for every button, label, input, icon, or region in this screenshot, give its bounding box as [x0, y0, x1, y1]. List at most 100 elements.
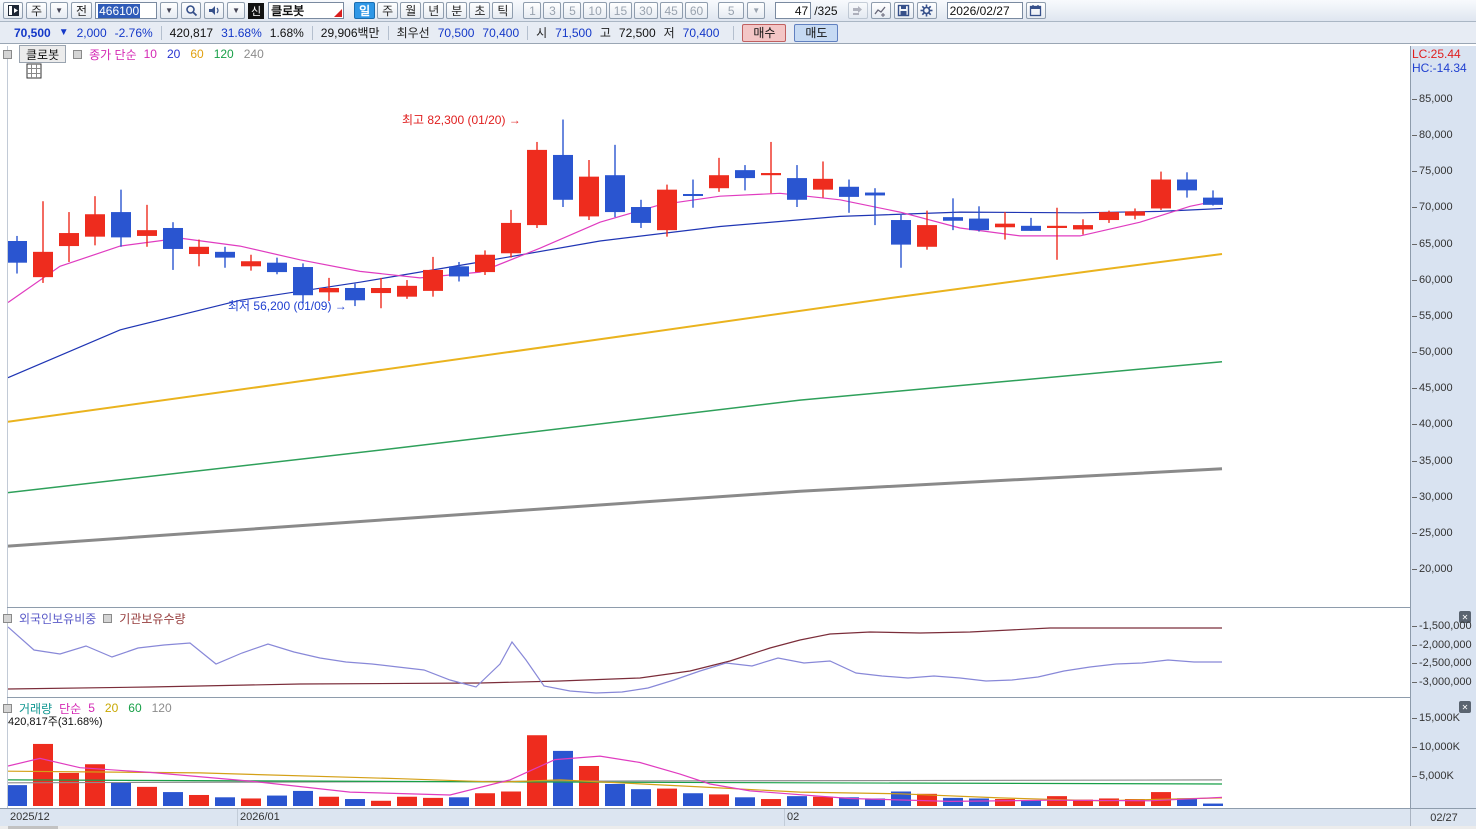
price-legend-title[interactable]: 종가 단순: [89, 47, 137, 62]
minute-button-5[interactable]: 5: [563, 2, 582, 19]
period-dropdown-icon[interactable]: ▼: [50, 2, 69, 19]
resize-corner-icon: [334, 9, 343, 17]
period-button-분[interactable]: 분: [446, 2, 468, 19]
settings-gear-icon[interactable]: [916, 2, 937, 19]
price-tick-65,000: 65,000: [1412, 238, 1453, 250]
panel-divider[interactable]: [7, 697, 1410, 698]
price-tick-80,000: 80,000: [1412, 129, 1453, 141]
minute-combo[interactable]: 5: [718, 2, 745, 19]
high-label: 고: [599, 26, 611, 40]
foreign-holdings-legend[interactable]: 외국인보유비중: [19, 611, 97, 626]
minute-button-60[interactable]: 60: [684, 2, 709, 19]
price-ma-120[interactable]: 120: [213, 47, 234, 61]
price-tick-35,000: 35,000: [1412, 455, 1453, 467]
stock-name-value: 클로봇: [271, 4, 305, 18]
stock-code-input[interactable]: 466100: [95, 2, 158, 19]
volume-axis-settings-icon[interactable]: ✕: [1459, 701, 1471, 713]
stock-name-field[interactable]: 클로봇: [268, 2, 345, 19]
stock-code-value: 466100: [98, 3, 141, 18]
trend-tool-icon[interactable]: [870, 2, 891, 19]
holdings-tick--1,500,000: -1,500,000: [1412, 620, 1472, 632]
period-button-주[interactable]: 주: [377, 2, 399, 19]
price-tick-25,000: 25,000: [1412, 527, 1453, 539]
chart-window-icon[interactable]: [3, 2, 23, 19]
institution-holdings-legend[interactable]: 기관보유수량: [119, 611, 186, 626]
period-button-초[interactable]: 초: [469, 2, 491, 19]
minute-button-30[interactable]: 30: [634, 2, 658, 19]
chart-scrollbar[interactable]: [0, 826, 1476, 829]
legend-marker-icon: [3, 613, 12, 623]
month-tick: [237, 809, 238, 826]
volume-ma-title: 단순: [59, 701, 82, 716]
best-ask: 70,500: [437, 25, 475, 40]
period-button-일[interactable]: 일: [354, 2, 376, 19]
price-tick-75,000: 75,000: [1412, 165, 1453, 177]
bar-count-input[interactable]: 47: [775, 2, 812, 19]
sell-button[interactable]: 매도: [794, 23, 839, 42]
panel-divider[interactable]: [7, 607, 1410, 608]
volume-ma-120[interactable]: 120: [151, 701, 172, 715]
volume-ma-60[interactable]: 60: [128, 701, 142, 715]
price-tick-20,000: 20,000: [1412, 563, 1453, 575]
date-axis[interactable]: 02/27 2025/12 2026/01 02: [0, 808, 1476, 826]
volume-chart-canvas[interactable]: [8, 699, 1410, 808]
price-ma-10[interactable]: 10: [143, 47, 157, 61]
period-button-월[interactable]: 월: [400, 2, 422, 19]
minute-button-3[interactable]: 3: [543, 2, 562, 19]
code-dropdown-icon[interactable]: ▼: [160, 2, 179, 19]
best-quote-label: 최우선: [396, 26, 430, 40]
search-icon[interactable]: [181, 2, 202, 19]
price-tick-55,000: 55,000: [1412, 310, 1453, 322]
date-label-2025/12: 2025/12: [10, 811, 50, 823]
minute-button-group: 1 3 5 10 15 30 45 60: [523, 2, 709, 19]
compare-stocks-icon[interactable]: [847, 2, 868, 19]
minute-button-10[interactable]: 10: [583, 2, 607, 19]
month-tick: [784, 809, 785, 826]
period-button-년[interactable]: 년: [423, 2, 445, 19]
quote-bar: 70,500 ▼ 2,000 -2.76% 420,817 31.68% 1.6…: [0, 22, 1476, 44]
save-icon[interactable]: [893, 2, 914, 19]
period-quick-button[interactable]: 주: [26, 2, 48, 19]
price-chart-canvas[interactable]: [8, 58, 1410, 607]
volume-value: 420,817: [169, 25, 214, 40]
minute-button-45[interactable]: 45: [659, 2, 683, 19]
price-legend-row: 클로봇 종가 단순 10 20 60 120 240: [3, 45, 264, 63]
price-ma-legend: 10 20 60 120 240: [144, 47, 264, 61]
minute-combo-dropdown-icon[interactable]: ▼: [747, 2, 766, 19]
open-price: 71,500: [555, 25, 592, 40]
price-axis-strip[interactable]: [1410, 46, 1476, 808]
buy-button[interactable]: 매수: [742, 23, 787, 42]
prev-stock-button[interactable]: 전: [71, 2, 93, 19]
minute-button-15[interactable]: 15: [608, 2, 633, 19]
volume-ratio: 31.68%: [221, 25, 262, 40]
calendar-icon[interactable]: [1025, 2, 1046, 19]
volume-ma-20[interactable]: 20: [104, 701, 119, 715]
high-annotation: 최고 82,300 (01/20) →: [402, 113, 521, 127]
chart-date-input[interactable]: 2026/02/27: [946, 2, 1023, 19]
volume-legend-title[interactable]: 거래량: [19, 701, 53, 716]
holdings-axis-settings-icon[interactable]: ✕: [1459, 611, 1471, 623]
price-ma-20[interactable]: 20: [166, 47, 181, 61]
legend-marker-icon: [73, 49, 83, 59]
holdings-tick--3,000,000: -3,000,000: [1412, 676, 1472, 688]
period-button-틱[interactable]: 틱: [492, 2, 514, 19]
volume-ma-5[interactable]: 5: [88, 701, 95, 715]
volume-tick-10,000K: 10,000K: [1412, 741, 1460, 753]
speaker-icon[interactable]: [204, 2, 225, 19]
holdings-chart-canvas[interactable]: [8, 609, 1410, 697]
minute-button-1[interactable]: 1: [523, 2, 542, 19]
price-ma-60[interactable]: 60: [190, 47, 204, 61]
low-label: 저: [663, 26, 675, 40]
price-ma-240[interactable]: 240: [243, 47, 264, 61]
speaker-dropdown-icon[interactable]: ▼: [227, 2, 246, 19]
price-change: 2,000: [76, 25, 107, 40]
open-label: 시: [536, 26, 548, 40]
bar-total-label: /325: [814, 3, 838, 18]
price-tick-60,000: 60,000: [1412, 274, 1453, 286]
volume-legend-row: 거래량 단순 5 20 60 120: [3, 700, 172, 716]
chart-tab[interactable]: 클로봇: [19, 45, 67, 63]
scrollbar-handle[interactable]: [8, 826, 58, 829]
volume-ma-legend: 5 20 60 120: [88, 701, 171, 715]
price-change-pct: -2.76%: [114, 25, 153, 40]
best-bid: 70,400: [482, 25, 520, 40]
